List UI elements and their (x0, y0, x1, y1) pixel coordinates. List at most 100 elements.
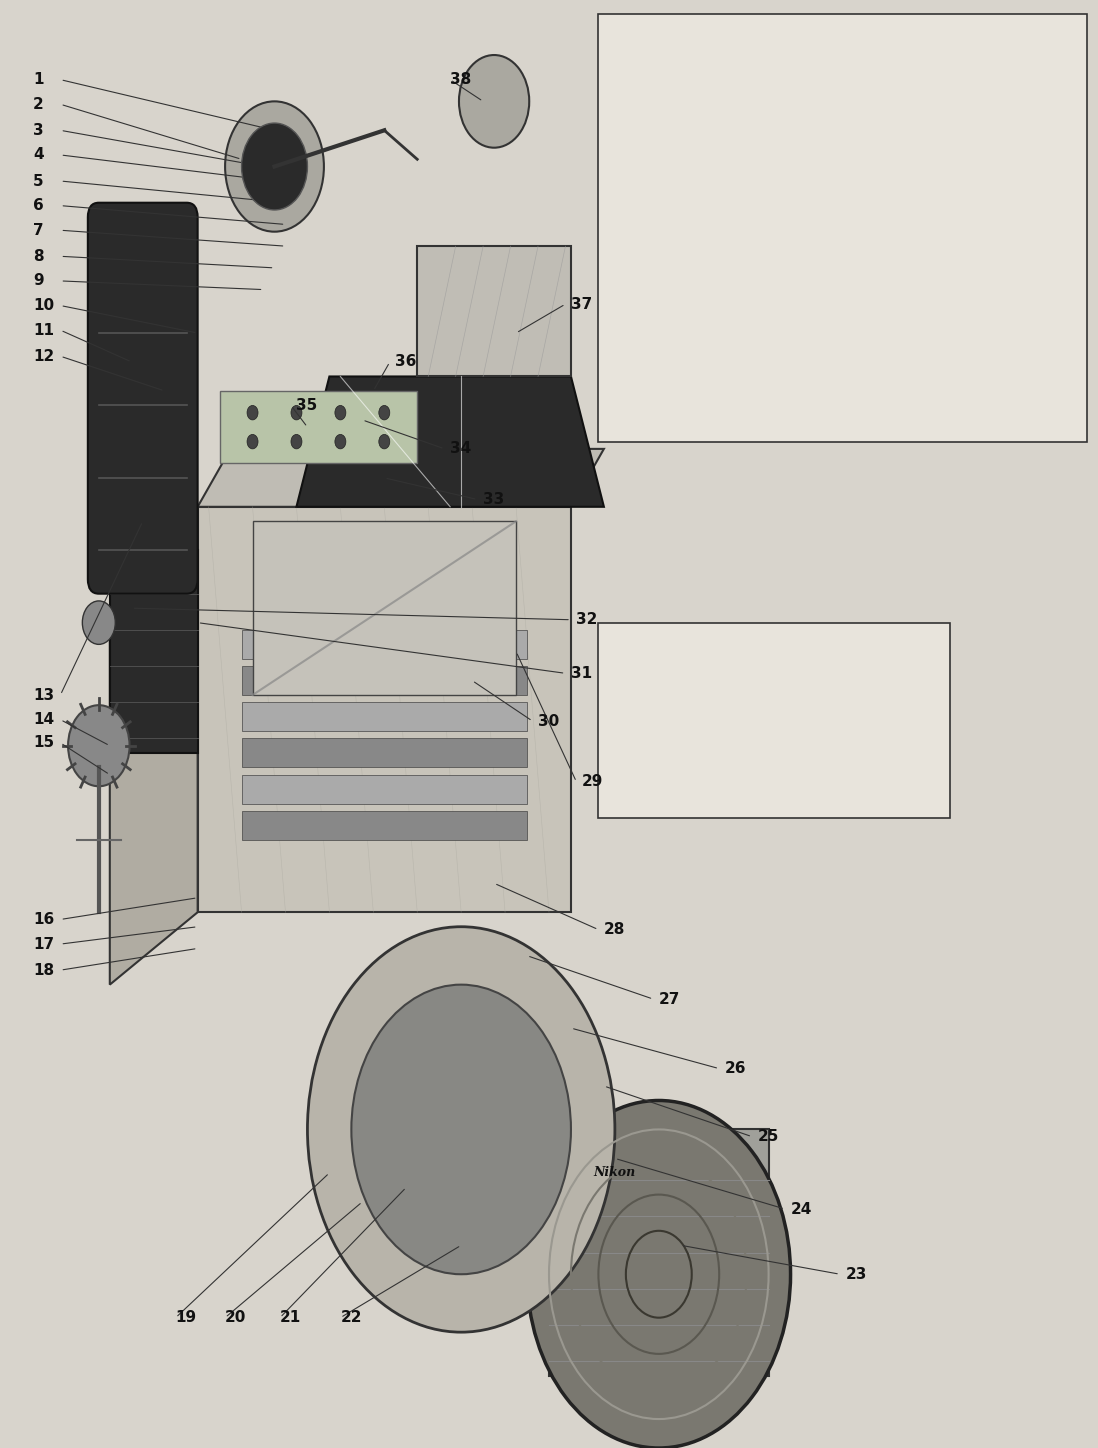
Circle shape (379, 434, 390, 449)
Text: 34: 34 (450, 442, 471, 456)
Text: 31: 31 (571, 666, 592, 681)
Text: 10: 10 (33, 298, 54, 313)
Text: 26. Poussoir de déverrouillage de l'objectif;: 26. Poussoir de déverrouillage de l'obje… (612, 284, 808, 294)
Polygon shape (242, 775, 527, 804)
FancyBboxPatch shape (88, 203, 198, 594)
Circle shape (242, 123, 307, 210)
Circle shape (82, 601, 115, 644)
Text: 5. Fenêtre du compteur de vues;: 5. Fenêtre du compteur de vues; (612, 72, 760, 81)
Text: 35: 35 (296, 398, 317, 413)
Text: 3: 3 (33, 123, 44, 138)
Text: 32: 32 (576, 613, 597, 627)
Text: 19. Ressort de rappel de la came rotative AI;: 19. Ressort de rappel de la came rotativ… (612, 213, 815, 222)
Text: 1. Levier d'armement;: 1. Levier d'armement; (612, 32, 713, 41)
Text: 11: 11 (33, 323, 54, 337)
Polygon shape (110, 550, 198, 753)
Circle shape (225, 101, 324, 232)
Text: 26: 26 (725, 1061, 747, 1076)
Circle shape (291, 405, 302, 420)
Text: TOUS DROITS RÉSERVÉS: TOUS DROITS RÉSERVÉS (703, 672, 845, 682)
Polygon shape (220, 391, 417, 463)
Circle shape (247, 434, 258, 449)
Text: 1: 1 (33, 72, 44, 87)
Text: 17. Levier de présélection du diaphragme;: 17. Levier de présélection du diaphragme… (612, 193, 805, 203)
Text: 23. Objectif Nikkor de 50 mm f2;: 23. Objectif Nikkor de 50 mm f2; (612, 253, 760, 262)
Circle shape (527, 1100, 791, 1448)
Text: 11. Tige du déclencheur;: 11. Tige du déclencheur; (612, 133, 725, 142)
Text: 18: 18 (33, 963, 54, 977)
Text: 29: 29 (582, 775, 603, 789)
Text: 30: 30 (538, 714, 559, 728)
Polygon shape (242, 630, 527, 659)
Text: 12. Dispositif de couplage de l'entraînement motorisé;: 12. Dispositif de couplage de l'entraîne… (612, 143, 860, 152)
Text: 10. Dos amovible;: 10. Dos amovible; (612, 123, 693, 132)
Text: 9: 9 (33, 274, 44, 288)
Text: 6: 6 (33, 198, 44, 213)
Polygon shape (242, 666, 527, 695)
Text: 22: 22 (340, 1310, 362, 1325)
Text: 25. Butée basculante de la came AI;: 25. Butée basculante de la came AI; (612, 274, 775, 282)
Text: 19: 19 (176, 1310, 197, 1325)
Text: 9. Couronne dentée de réglage des vitesses d'obtura-
    tion;: 9. Couronne dentée de réglage des vitess… (612, 113, 855, 132)
FancyBboxPatch shape (598, 623, 950, 818)
Polygon shape (198, 507, 571, 912)
Text: 14: 14 (33, 712, 54, 727)
Polygon shape (417, 246, 571, 376)
Text: 2. Barillet des vitesses;: 2. Barillet des vitesses; (612, 42, 717, 51)
Text: 30. Obturateur Copal CCS;: 30. Obturateur Copal CCS; (612, 324, 731, 333)
Text: 5: 5 (33, 174, 44, 188)
Circle shape (335, 405, 346, 420)
Text: 8: 8 (33, 249, 44, 264)
Text: 35. Plaque de circuit imprimé supportant les compo-
      sants électroniques;: 35. Plaque de circuit imprimé supportant… (612, 375, 851, 395)
Text: 13. Bobine réceptrice à 4 fentes;: 13. Bobine réceptrice à 4 fentes; (612, 153, 760, 162)
Text: 27. Amortisseur pneumatique du miroir;: 27. Amortisseur pneumatique du miroir; (612, 294, 794, 303)
Circle shape (291, 434, 302, 449)
Text: 20: 20 (225, 1310, 246, 1325)
Text: 12: 12 (33, 349, 54, 363)
Polygon shape (253, 521, 516, 695)
Polygon shape (242, 811, 527, 840)
Text: 37: 37 (571, 297, 592, 311)
Text: 17: 17 (33, 937, 54, 951)
Text: 33. Pentaprisme de visée;: 33. Pentaprisme de visée; (612, 355, 729, 363)
Text: 14. Sélecteur des vitesses d'obturation commandé par
      minuterie mécanique;: 14. Sélecteur des vitesses d'obturation … (612, 162, 861, 182)
Text: 2: 2 (33, 97, 44, 111)
Text: 21: 21 (280, 1310, 301, 1325)
Text: 37. Verrou du dispositif d'ouverture du dos;: 37. Verrou du dispositif d'ouverture du … (612, 395, 808, 404)
Text: 4: 4 (33, 148, 44, 162)
FancyBboxPatch shape (598, 14, 1087, 442)
Text: 13: 13 (33, 688, 54, 702)
Text: 18. Levier d'armement du retardateur;: 18. Levier d'armement du retardateur; (612, 203, 787, 213)
Circle shape (379, 405, 390, 420)
Polygon shape (549, 1129, 769, 1376)
Circle shape (307, 927, 615, 1332)
Circle shape (335, 434, 346, 449)
Text: Nikon: Nikon (594, 1167, 636, 1179)
Polygon shape (242, 702, 527, 731)
Polygon shape (198, 449, 604, 507)
Text: 28. Miroirs de renvoi du système ADR;: 28. Miroirs de renvoi du système ADR; (612, 304, 785, 313)
Text: REPRODUCTION: REPRODUCTION (728, 765, 820, 775)
Text: 34. Afficheur à 3 DEL;: 34. Afficheur à 3 DEL; (612, 365, 709, 374)
Text: 8. Disque d'affichage du compteur;: 8. Disque d'affichage du compteur; (612, 103, 772, 111)
Text: 38: 38 (450, 72, 471, 87)
Text: 21. Bague en acier portant les lames ressort de rattra-
      page automatique d: 21. Bague en acier portant les lames res… (612, 233, 860, 252)
Text: 4. Couronne rotative de verrouillage du déclencheur;: 4. Couronne rotative de verrouillage du … (612, 62, 852, 71)
Polygon shape (296, 376, 604, 507)
Circle shape (247, 405, 258, 420)
Text: 38. Griffe porte-accessoires à contact flash central de
      sécurité.: 38. Griffe porte-accessoires à contact f… (612, 404, 855, 424)
Text: LE GUERNIC 1977: LE GUERNIC 1977 (722, 649, 826, 659)
Text: 16. Levier test de la profondeur de champ;: 16. Levier test de la profondeur de cham… (612, 182, 806, 193)
Circle shape (459, 55, 529, 148)
FancyBboxPatch shape (0, 0, 604, 1448)
Text: 36: 36 (395, 355, 416, 369)
Polygon shape (242, 738, 527, 767)
Text: 31. Logement des piles;: 31. Logement des piles; (612, 334, 720, 343)
Text: 24. Fourchette de couplage photométrique avec les
      anciens posèmetres;: 24. Fourchette de couplage photométrique… (612, 264, 847, 284)
Text: 32. Prise de synchronisation flash coaxiale à sécurité;: 32. Prise de synchronisation flash coaxi… (612, 345, 855, 353)
Text: 23: 23 (845, 1267, 866, 1281)
Text: 29. Verre de visée;: 29. Verre de visée; (612, 314, 696, 323)
Text: 3. Poussoir de surimpression;: 3. Poussoir de surimpression; (612, 52, 744, 61)
Circle shape (351, 985, 571, 1274)
Text: 25: 25 (758, 1129, 778, 1144)
